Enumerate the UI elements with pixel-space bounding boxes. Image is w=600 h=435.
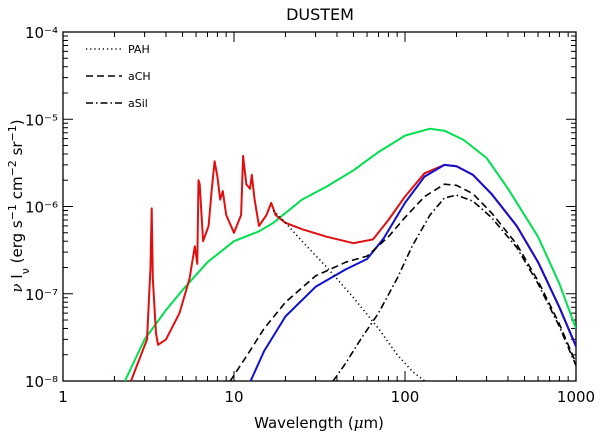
legend-label-asil: aSil (128, 97, 148, 110)
series-layer (123, 127, 576, 381)
series-line-6 (332, 194, 576, 381)
legend: PAH aCH aSil (86, 43, 151, 110)
y-tick-label: 10⁻⁴ (25, 24, 58, 42)
x-tick-label: 10 (224, 388, 243, 406)
plot-frame (62, 31, 577, 382)
x-tick-label: 1000 (557, 388, 595, 406)
series-line-2 (130, 154, 576, 381)
series-line-1 (123, 127, 576, 381)
y-tick-label: 10⁻⁵ (25, 111, 58, 129)
series-line-3 (249, 163, 576, 381)
legend-label-ach: aCH (128, 70, 151, 83)
y-tick-label: 10⁻⁷ (25, 286, 58, 304)
chart-title: DUSTEM (286, 5, 354, 24)
x-tick-label: 1 (58, 388, 68, 406)
series-line-5 (229, 183, 576, 381)
y-tick-label: 10⁻⁸ (25, 373, 58, 391)
series-line-4 (272, 209, 425, 381)
axis-ticks: 1 10 100 1000 10⁻⁸ 10⁻⁷ 10⁻⁶ 10⁻⁵ 10⁻⁴ (25, 24, 595, 406)
plot-area (62, 31, 577, 382)
legend-label-pah: PAH (128, 43, 150, 56)
x-tick-label: 100 (391, 388, 420, 406)
y-tick-label: 10⁻⁶ (25, 199, 58, 217)
x-axis-label: Wavelength (μm) (254, 414, 384, 432)
